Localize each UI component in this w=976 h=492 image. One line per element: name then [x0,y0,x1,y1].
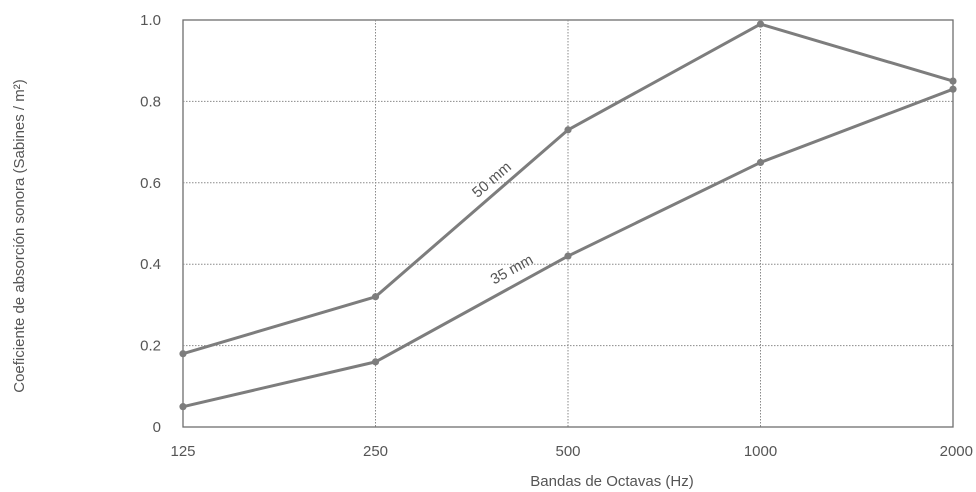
y-tick-label: 0 [153,419,161,436]
series-group [179,20,957,411]
y-tick-label: 0.6 [140,175,161,192]
x-axis-title: Bandas de Octavas (Hz) [530,473,693,490]
y-tick-label: 0.2 [140,338,161,355]
x-tick-label: 250 [363,443,388,460]
data-point [179,350,187,358]
data-point [564,126,572,134]
data-point [949,77,957,85]
x-tick-label: 500 [555,443,580,460]
x-tick-labels: 125 250 500 1000 2000 [170,443,973,460]
x-tick-label: 2000 [940,443,973,460]
x-tick-label: 1000 [744,443,777,460]
y-tick-labels: 0 0.2 0.4 0.6 0.8 1.0 [140,12,161,436]
y-tick-label: 1.0 [140,12,161,29]
grid [182,19,954,428]
x-tick-label: 125 [170,443,195,460]
data-point [564,252,572,260]
data-point [949,85,957,93]
data-point [756,20,765,28]
data-point [371,293,380,301]
data-point [179,403,187,411]
data-point [371,358,380,366]
y-tick-label: 0.8 [140,93,161,110]
y-axis-title: Coeficiente de absorción sonora (Sabines… [11,79,28,393]
series-label: 35 mm [488,251,536,288]
y-tick-label: 0.4 [140,256,161,273]
data-point [756,158,765,167]
